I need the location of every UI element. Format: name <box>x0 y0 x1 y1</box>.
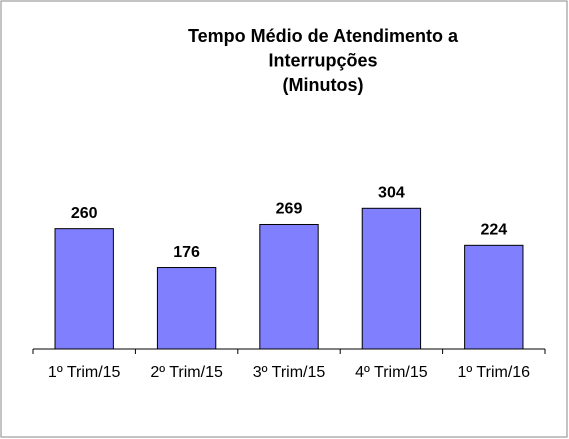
bar <box>361 207 422 350</box>
x-tick-label: 1º Trim/16 <box>458 364 531 381</box>
value-label: 304 <box>378 185 405 202</box>
bar <box>156 267 217 350</box>
chart-title: Tempo Médio de Atendimento a <box>188 26 459 46</box>
value-label: 260 <box>71 205 98 222</box>
chart-title: Interrupções <box>268 50 377 70</box>
bar <box>259 223 319 350</box>
value-label: 176 <box>173 244 200 261</box>
x-tick-label: 3º Trim/15 <box>253 364 326 381</box>
x-tick-label: 1º Trim/15 <box>48 364 121 381</box>
x-tick-label: 4º Trim/15 <box>355 364 428 381</box>
chart-title: (Minutos) <box>283 75 364 95</box>
bar <box>54 228 114 350</box>
value-label: 269 <box>276 201 303 218</box>
value-label: 224 <box>480 222 507 239</box>
bar <box>464 244 524 350</box>
x-tick-label: 2º Trim/15 <box>150 364 223 381</box>
